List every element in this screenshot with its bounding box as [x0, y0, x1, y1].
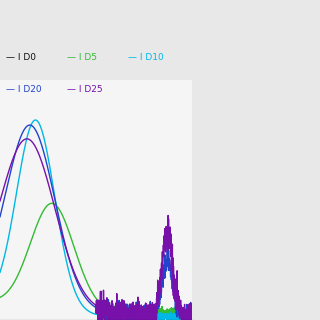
- Text: — I D10: — I D10: [128, 53, 164, 62]
- Text: — I D5: — I D5: [67, 53, 97, 62]
- Text: — I D0: — I D0: [6, 53, 36, 62]
- Text: — I D25: — I D25: [67, 85, 103, 94]
- Text: — I D20: — I D20: [6, 85, 42, 94]
